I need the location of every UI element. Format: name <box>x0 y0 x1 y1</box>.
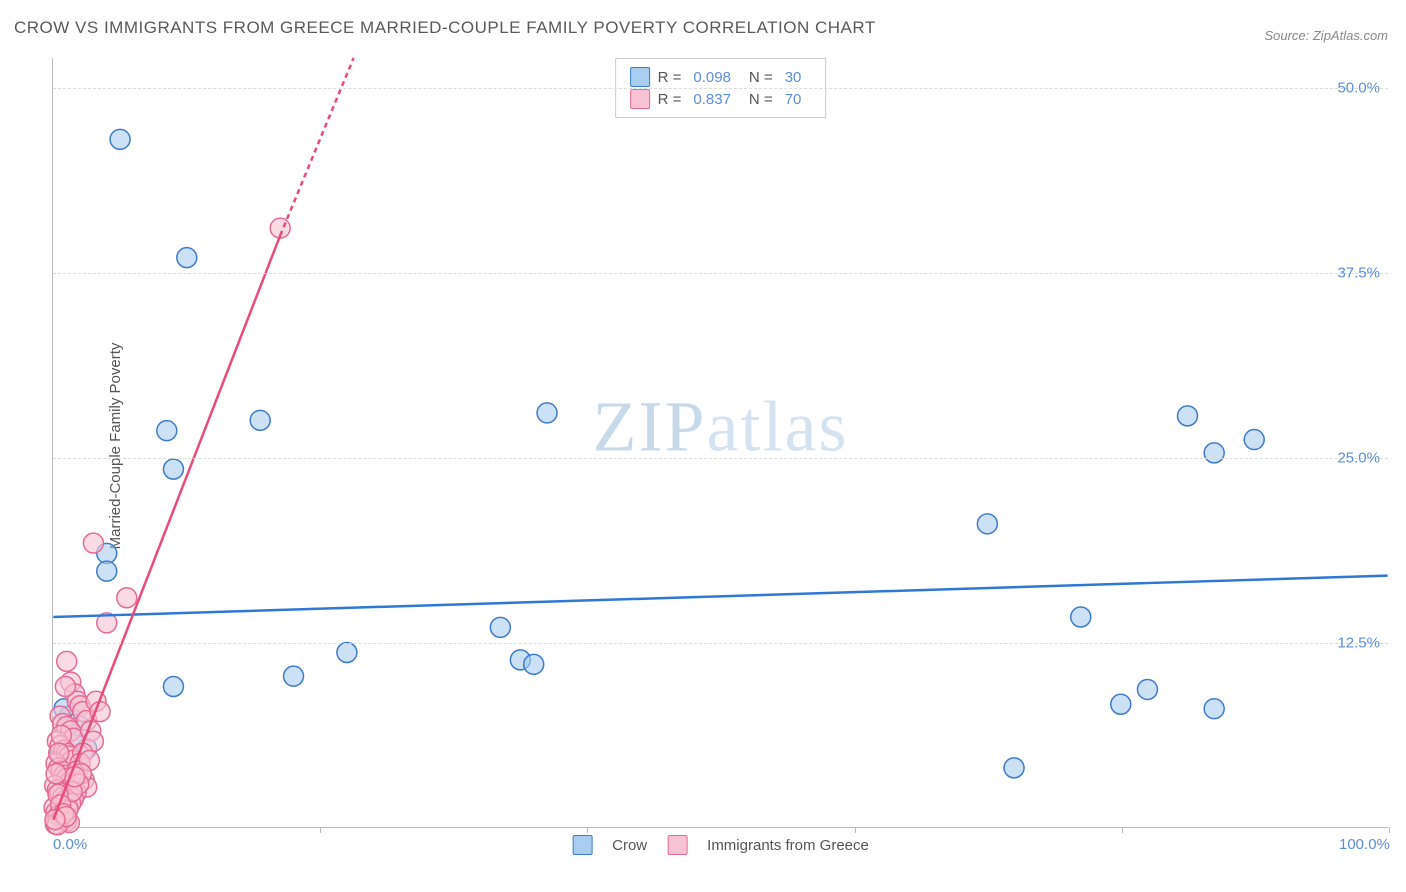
data-point-crow <box>110 129 130 149</box>
stats-legend-row-crow: R = 0.098 N = 30 <box>630 67 812 87</box>
series-legend: Crow Immigrants from Greece <box>572 835 869 855</box>
n-label: N = <box>749 91 773 108</box>
y-tick-label: 12.5% <box>1337 634 1380 651</box>
data-point-crow <box>1204 699 1224 719</box>
data-point-crow <box>1137 679 1157 699</box>
trendline-ext-immigrants-greece <box>280 58 353 235</box>
data-point-crow <box>490 617 510 637</box>
data-point-crow <box>537 403 557 423</box>
y-tick-label: 50.0% <box>1337 79 1380 96</box>
gridline-horizontal <box>53 273 1388 274</box>
data-point-crow <box>250 410 270 430</box>
n-label: N = <box>749 69 773 86</box>
source-attribution: Source: ZipAtlas.com <box>1264 28 1388 43</box>
data-point-crow <box>284 666 304 686</box>
x-tick <box>855 827 856 833</box>
gridline-horizontal <box>53 458 1388 459</box>
y-tick-label: 25.0% <box>1337 449 1380 466</box>
data-point-immigrants-greece <box>55 677 75 697</box>
data-point-crow <box>1111 694 1131 714</box>
data-point-crow <box>1244 430 1264 450</box>
data-point-immigrants-greece <box>46 764 66 784</box>
y-tick-label: 37.5% <box>1337 264 1380 281</box>
data-point-immigrants-greece <box>49 743 69 763</box>
legend-swatch-crow <box>630 67 650 87</box>
plot-svg <box>53 58 1388 827</box>
legend-label-greece: Immigrants from Greece <box>707 837 869 854</box>
n-value-crow: 30 <box>785 69 802 86</box>
x-tick-label: 100.0% <box>1339 836 1390 853</box>
r-value-greece: 0.837 <box>693 91 731 108</box>
gridline-horizontal <box>53 88 1388 89</box>
data-point-crow <box>1204 443 1224 463</box>
x-tick <box>53 827 54 833</box>
x-tick <box>320 827 321 833</box>
x-tick-label: 0.0% <box>53 836 87 853</box>
x-tick <box>1389 827 1390 833</box>
data-point-crow <box>163 459 183 479</box>
data-point-crow <box>157 421 177 441</box>
chart-title: CROW VS IMMIGRANTS FROM GREECE MARRIED-C… <box>14 18 876 38</box>
plot-area: ZIPatlas R = 0.098 N = 30 R = 0.837 N = … <box>52 58 1388 828</box>
legend-swatch-greece <box>630 89 650 109</box>
legend-swatch-greece-bottom <box>667 835 687 855</box>
legend-swatch-crow-bottom <box>572 835 592 855</box>
data-point-immigrants-greece <box>57 651 77 671</box>
data-point-crow <box>977 514 997 534</box>
x-tick <box>587 827 588 833</box>
data-point-immigrants-greece <box>117 588 137 608</box>
data-point-immigrants-greece <box>83 533 103 553</box>
r-label: R = <box>658 91 682 108</box>
x-tick <box>1122 827 1123 833</box>
data-point-immigrants-greece <box>51 725 71 745</box>
r-value-crow: 0.098 <box>693 69 731 86</box>
data-point-crow <box>524 654 544 674</box>
data-point-crow <box>1071 607 1091 627</box>
chart-container: CROW VS IMMIGRANTS FROM GREECE MARRIED-C… <box>0 0 1406 892</box>
gridline-horizontal <box>53 643 1388 644</box>
data-point-crow <box>1178 406 1198 426</box>
data-point-crow <box>163 677 183 697</box>
stats-legend-row-greece: R = 0.837 N = 70 <box>630 89 812 109</box>
trendline-immigrants-greece <box>53 235 280 819</box>
r-label: R = <box>658 69 682 86</box>
trendline-crow <box>53 576 1387 617</box>
data-point-crow <box>177 248 197 268</box>
legend-label-crow: Crow <box>612 837 647 854</box>
data-point-crow <box>1004 758 1024 778</box>
n-value-greece: 70 <box>785 91 802 108</box>
data-point-crow <box>97 561 117 581</box>
data-point-crow <box>337 643 357 663</box>
